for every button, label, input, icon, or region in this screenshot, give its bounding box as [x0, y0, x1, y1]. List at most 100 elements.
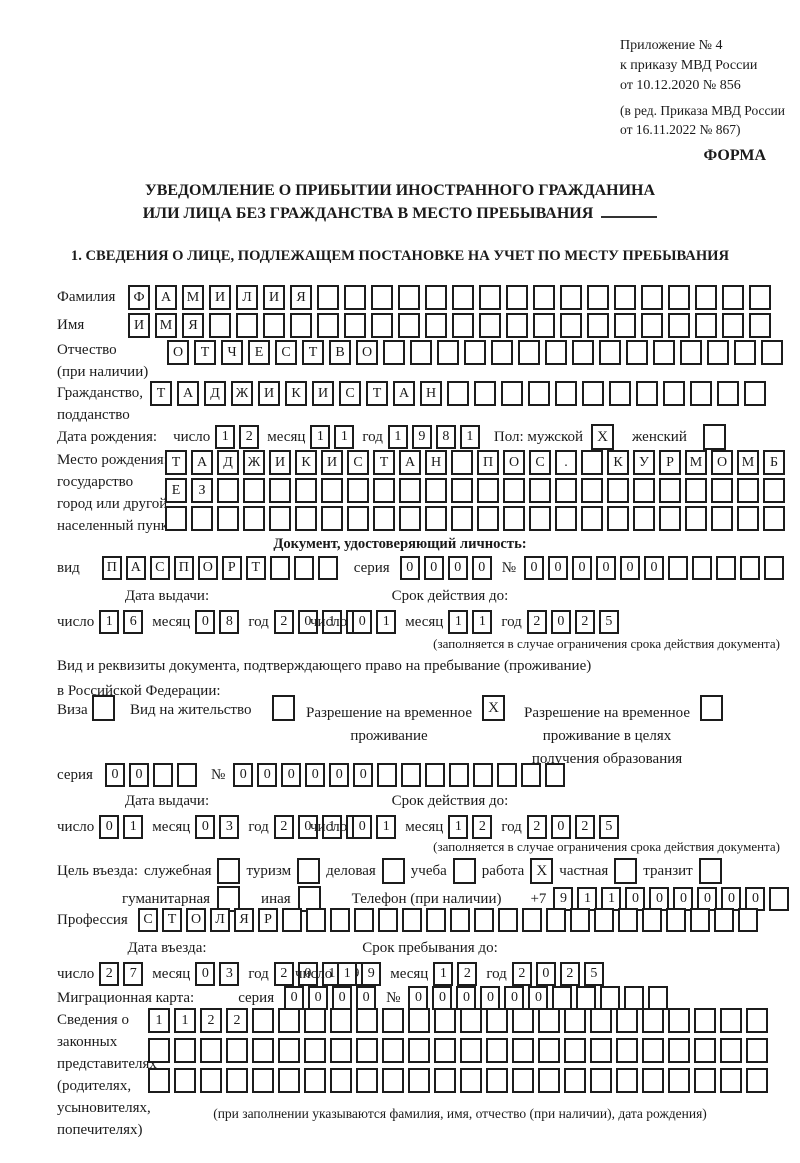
form-cell [564, 1008, 586, 1033]
migration-number-label: № [386, 989, 401, 1006]
form-cell: 0 [480, 986, 501, 1010]
form-cell [451, 450, 473, 475]
form-cell [538, 1038, 560, 1063]
sex-female-label: женский [632, 428, 687, 445]
appendix-line: Приложение № 4 [620, 38, 723, 53]
form-cell [354, 908, 374, 932]
form-cell: О [503, 450, 525, 475]
form-cell [714, 908, 734, 932]
form-cell: 0 [432, 986, 453, 1010]
form-cell [764, 556, 784, 580]
form-cell: Ж [243, 450, 265, 475]
form-cell [501, 381, 523, 406]
form-cell: А [177, 381, 199, 406]
purpose-work-label: работа [481, 862, 525, 879]
expiry-year: год 2 0 2 5 [501, 815, 619, 839]
purpose-business-checkbox [381, 858, 405, 884]
form-cell [722, 285, 744, 310]
form-cell [226, 1068, 248, 1093]
form-cell: Я [290, 285, 312, 310]
form-cell: М [155, 313, 177, 338]
form-cell [282, 908, 302, 932]
form-cell [572, 340, 594, 365]
edu-permit-label: Разрешение на временное проживание в цел… [524, 705, 690, 767]
form-cell [626, 340, 648, 365]
form-cell [398, 285, 420, 310]
form-word: ФОРМА [703, 147, 766, 164]
form-cell: Е [165, 478, 187, 503]
appendix-line: к приказу МВД России [620, 58, 758, 73]
form-cell: 1 [433, 962, 454, 986]
form-cell [533, 285, 555, 310]
form-cell [720, 1038, 742, 1063]
birth-date-label: Дата рождения: [57, 428, 158, 445]
form-cell: И [269, 450, 291, 475]
form-cell [560, 285, 582, 310]
form-cell [581, 506, 603, 531]
form-cell: Ч [221, 340, 243, 365]
form-cell [506, 285, 528, 310]
form-cell: 2 [526, 610, 547, 634]
form-cell [382, 1068, 404, 1093]
citizenship-sublabel: подданство [57, 407, 130, 423]
residence-intro1: Вид и реквизиты документа, подтверждающе… [57, 658, 592, 674]
form-cell: Р [221, 556, 242, 580]
form-cell [663, 381, 685, 406]
form-cell [425, 506, 447, 531]
form-cell [356, 1068, 378, 1093]
form-cell [590, 1038, 612, 1063]
form-cell: 2 [226, 1008, 248, 1033]
form-cell: 0 [456, 986, 477, 1010]
form-cell: 0 [399, 556, 420, 580]
form-cell [668, 556, 688, 580]
form-cell: 2 [273, 610, 294, 634]
form-cell [317, 285, 339, 310]
form-cell [479, 285, 501, 310]
residence-issue-heading: Дата выдачи: [124, 793, 210, 809]
form-cell [616, 1068, 638, 1093]
form-cell [410, 340, 432, 365]
form-cell [425, 313, 447, 338]
form-cell: 1 [459, 425, 480, 449]
purpose-humanitarian-label: гуманитарная [122, 890, 211, 907]
purpose-official-label: служебная [143, 862, 212, 879]
form-cell: 0 [572, 556, 592, 580]
expiry-month: месяц 1 1 [405, 610, 493, 634]
form-cell: М [182, 285, 204, 310]
form-cell [191, 506, 213, 531]
form-cell [174, 1068, 196, 1093]
form-cell: С [149, 556, 170, 580]
form-cell [321, 478, 343, 503]
stay-until-heading: Срок пребывания до: [362, 940, 498, 956]
form-cell [641, 313, 663, 338]
form-cell: Ф [128, 285, 150, 310]
form-cell: 0 [195, 610, 216, 634]
form-cell: Я [182, 313, 204, 338]
form-cell: 8 [435, 425, 456, 449]
form-cell [607, 506, 629, 531]
form-cell: Л [210, 908, 230, 932]
form-cell [378, 908, 398, 932]
patronymic-label: Отчество [57, 342, 117, 358]
residence-permit-checkbox [272, 695, 295, 721]
form-cell [263, 313, 285, 338]
form-cell: Д [217, 450, 239, 475]
form-cell: 2 [511, 962, 532, 986]
form-cell [564, 1038, 586, 1063]
form-cell [486, 1038, 508, 1063]
form-cell [330, 1008, 352, 1033]
form-cell: 1 [310, 425, 331, 449]
form-cell [642, 1008, 664, 1033]
purpose-tourism-label: туризм [246, 862, 292, 879]
form-cell: П [477, 450, 499, 475]
form-cell: Т [366, 381, 388, 406]
form-cell [226, 1038, 248, 1063]
form-cell [529, 478, 551, 503]
identity-expiry-note: (заполняется в случае ограничения срока … [433, 636, 780, 651]
form-cell: Н [425, 450, 447, 475]
form-cell [252, 1038, 274, 1063]
